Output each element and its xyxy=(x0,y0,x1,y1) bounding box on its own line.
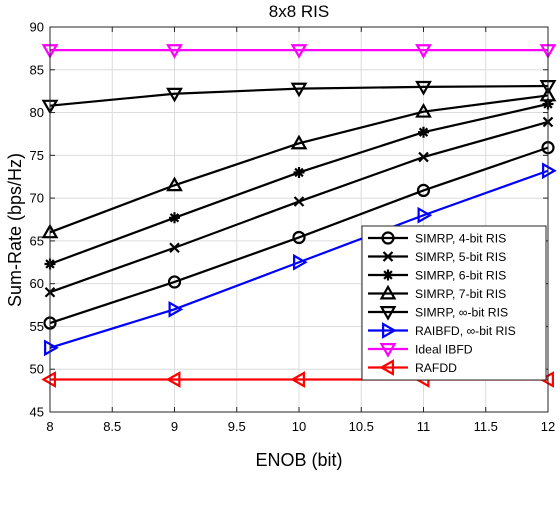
axis-ticks: 8 8.5 9 9.5 10 10.5 11 11.5 12 45 50 55 60 65 70 75 80 85… xyxy=(30,20,556,435)
data-point xyxy=(44,339,59,357)
x-tick-label: 8 xyxy=(46,419,53,434)
series-line xyxy=(49,94,549,234)
series-6 xyxy=(44,162,557,357)
series-line xyxy=(49,146,549,325)
legend-marker xyxy=(379,343,397,358)
data-point xyxy=(290,371,305,388)
series-layer xyxy=(41,44,557,388)
data-point xyxy=(292,230,306,245)
data-point xyxy=(169,212,180,224)
x-tick-label: 9.5 xyxy=(228,419,246,434)
data-point xyxy=(415,44,432,59)
x-tick-label: 11.5 xyxy=(474,419,498,434)
legend-label: SIMRP, 6-bit RIS xyxy=(415,268,506,282)
legend-marker xyxy=(379,306,397,321)
series-5 xyxy=(41,80,557,115)
data-point xyxy=(293,253,308,271)
x-axis-label: ENOB (bit) xyxy=(255,450,342,470)
legend-entry: SIMRP, ∞-bit RIS xyxy=(368,305,508,321)
data-point xyxy=(542,162,557,180)
legend-entry: RAIBFD, ∞-bit RIS xyxy=(368,322,516,339)
data-point xyxy=(293,166,305,178)
data-point xyxy=(418,151,429,163)
data-point xyxy=(165,371,181,388)
legend-marker xyxy=(379,359,394,376)
data-point xyxy=(41,371,56,388)
data-point xyxy=(166,176,183,192)
y-axis-label: Sum-Rate (bps/Hz) xyxy=(5,153,25,307)
legend-label: RAFDD xyxy=(415,361,457,375)
legend-entry: SIMRP, 4-bit RIS xyxy=(368,231,506,245)
data-point xyxy=(166,87,183,103)
legend-marker xyxy=(379,284,397,300)
series-2 xyxy=(44,116,554,298)
legend-marker xyxy=(382,251,394,262)
x-tick-label: 8.5 xyxy=(103,419,121,434)
chart-title: 8x8 RIS xyxy=(269,2,329,21)
x-tick-label: 12 xyxy=(541,419,555,434)
series-line xyxy=(49,169,549,349)
series-line xyxy=(49,84,549,107)
legend: SIMRP, 4-bit RIS SIMRP, 5-bit RIS SIMRP, 6… xyxy=(361,225,547,381)
legend-marker xyxy=(382,322,397,339)
legend-entry: RAFDD xyxy=(368,359,457,376)
legend-marker xyxy=(381,231,395,245)
legend-label: Ideal IBFD xyxy=(415,342,473,356)
legend-label: RAIBFD, ∞-bit RIS xyxy=(415,324,516,338)
x-tick-label: 10.5 xyxy=(349,419,374,434)
y-tick-label: 50 xyxy=(30,362,44,377)
data-point xyxy=(169,242,180,254)
y-tick-label: 75 xyxy=(30,148,44,163)
x-tick-label: 10 xyxy=(292,419,306,434)
y-tick-label: 80 xyxy=(30,105,44,120)
legend-entry: SIMRP, 7-bit RIS xyxy=(368,284,506,301)
data-point xyxy=(415,102,432,118)
legend-label: SIMRP, 7-bit RIS xyxy=(415,287,506,301)
data-point xyxy=(167,275,182,289)
legend-entry: SIMRP, 6-bit RIS xyxy=(368,268,506,282)
legend-label: SIMRP, 4-bit RIS xyxy=(415,231,506,245)
y-tick-label: 70 xyxy=(30,191,44,206)
data-point xyxy=(166,44,183,59)
legend-marker xyxy=(382,269,394,281)
legend-entry: SIMRP, 5-bit RIS xyxy=(368,250,506,264)
y-tick-label: 65 xyxy=(30,233,44,248)
legend-entry: Ideal IBFD xyxy=(368,342,473,358)
y-tick-label: 85 xyxy=(30,62,44,77)
data-point xyxy=(416,183,431,198)
x-tick-label: 9 xyxy=(171,419,178,434)
y-tick-label: 55 xyxy=(30,319,44,334)
y-tick-label: 60 xyxy=(30,276,44,291)
data-point xyxy=(290,44,308,59)
legend-label: SIMRP, 5-bit RIS xyxy=(415,250,506,264)
data-point xyxy=(168,300,184,318)
y-tick-label: 45 xyxy=(30,405,44,420)
legend-box xyxy=(361,225,547,381)
data-point xyxy=(539,371,554,388)
data-point xyxy=(415,80,432,96)
data-point xyxy=(290,82,308,98)
data-point xyxy=(417,206,433,224)
y-tick-label: 90 xyxy=(30,20,44,35)
series-7 xyxy=(41,44,557,59)
data-point xyxy=(293,196,305,207)
data-point xyxy=(418,126,429,138)
data-point xyxy=(290,134,308,150)
legend-label: SIMRP, ∞-bit RIS xyxy=(415,305,508,319)
x-tick-label: 11 xyxy=(417,419,431,434)
